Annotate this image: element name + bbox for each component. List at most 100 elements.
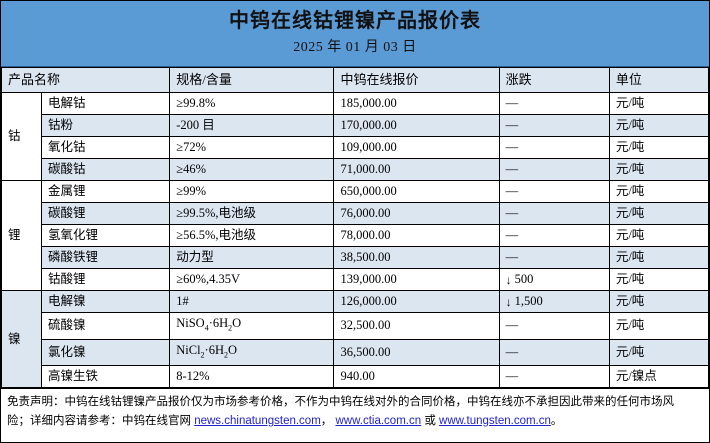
cell-spec: ≥56.5%,电池级 xyxy=(169,224,335,247)
disclaimer-sep-1: ， xyxy=(320,414,333,427)
change-value: — xyxy=(505,250,519,264)
cell-unit: 元/镍点 xyxy=(608,365,709,388)
cell-product: 高镍生铁 xyxy=(41,365,171,388)
col-header-price: 中钨在线报价 xyxy=(333,67,500,93)
change-value: — xyxy=(505,118,519,132)
cell-change: — xyxy=(498,338,610,366)
cell-change: — xyxy=(498,312,610,340)
cell-unit: 元/吨 xyxy=(608,158,709,181)
cell-unit: 元/吨 xyxy=(608,290,709,313)
cell-product: 电解钴 xyxy=(41,92,171,115)
table-row: 碳酸钴 ≥46% 71,000.00 — 元/吨 xyxy=(2,158,709,181)
table-header-row: 产品名称 规格/含量 中钨在线报价 涨跌 单位 xyxy=(1,67,709,93)
cell-spec: 动力型 xyxy=(169,246,335,269)
cell-change: — xyxy=(498,136,610,159)
table-row: 镍电解镍 1# 126,000.00 ↓ 1,500 元/吨 xyxy=(1,290,709,388)
arrow-down-icon: ↓ xyxy=(505,295,512,309)
disclaimer-line-1: 免责声明：中钨在线钴锂镍产品报价仅为市场参考价格，不作为中钨在线对外的合同价格，… xyxy=(7,396,674,408)
change-value: 1,500 xyxy=(514,294,543,308)
disclaimer-suffix: 。 xyxy=(550,414,563,427)
cell-unit: 元/吨 xyxy=(608,114,709,137)
disclaimer-line-2-prefix: 险；详细内容请参考：中钨在线官网 xyxy=(7,414,191,427)
col-header-unit: 单位 xyxy=(608,67,709,93)
col-header-spec: 规格/含量 xyxy=(169,67,335,93)
cell-spec: NiSO4·6H2O xyxy=(169,312,335,340)
table-row: 锂金属锂 ≥99% 650,000.00 — 元/吨 xyxy=(1,180,709,291)
cell-change: — xyxy=(498,158,610,181)
cell-spec: 8-12% xyxy=(169,365,335,388)
cell-price: 185,000.00 xyxy=(333,92,500,115)
cell-unit: 元/吨 xyxy=(608,224,709,247)
cell-spec: 1# xyxy=(169,290,335,313)
cell-spec: ≥99.8% xyxy=(169,92,335,115)
cell-product: 金属锂 xyxy=(41,180,171,203)
arrow-down-icon: ↓ xyxy=(505,273,512,287)
cell-price: 38,500.00 xyxy=(333,246,500,269)
cell-price: 109,000.00 xyxy=(333,136,500,159)
change-value: — xyxy=(505,369,519,383)
table-row: 钴酸锂 ≥60%,4.35V 139,000.00 ↓ 500 元/吨 xyxy=(2,268,709,291)
cell-spec: ≥72% xyxy=(169,136,335,159)
disclaimer: 免责声明：中钨在线钴锂镍产品报价仅为市场参考价格，不作为中钨在线对外的合同价格，… xyxy=(1,388,709,434)
cell-spec: ≥60%,4.35V xyxy=(169,268,335,291)
cell-price: 650,000.00 xyxy=(333,180,500,203)
change-value: — xyxy=(505,184,519,198)
cell-spec: ≥99% xyxy=(169,180,335,203)
link-news-chinatungsten[interactable]: news.chinatungsten.com xyxy=(194,414,321,427)
cell-price: 76,000.00 xyxy=(333,202,500,225)
table-row: 磷酸铁锂 动力型 38,500.00 — 元/吨 xyxy=(2,246,709,269)
table-row: 钴电解钴 ≥99.8% 185,000.00 — 元/吨 xyxy=(1,92,709,181)
col-header-change: 涨跌 xyxy=(498,67,610,93)
table-row: 碳酸锂 ≥99.5%,电池级 76,000.00 — 元/吨 xyxy=(2,202,709,225)
cell-spec: ≥46% xyxy=(169,158,335,181)
quote-date: 2025 年 01 月 03 日 xyxy=(293,40,417,55)
cell-change: — xyxy=(498,114,610,137)
table-row: 硫酸镍 NiSO4·6H2O 32,500.00 — 元/吨 xyxy=(2,312,709,340)
cell-price: 126,000.00 xyxy=(333,290,500,313)
group-label-2: 镍 xyxy=(1,290,43,388)
cell-price: 71,000.00 xyxy=(333,158,500,181)
link-tungsten[interactable]: www.tungsten.com.cn xyxy=(439,414,551,427)
link-ctia[interactable]: www.ctia.com.cn xyxy=(335,414,422,427)
cell-unit: 元/吨 xyxy=(608,180,709,203)
change-value: — xyxy=(505,318,519,333)
cell-price: 36,500.00 xyxy=(333,338,500,366)
table-head: 产品名称 规格/含量 中钨在线报价 涨跌 单位 xyxy=(1,67,709,93)
change-value: — xyxy=(505,140,519,154)
cell-product: 碳酸钴 xyxy=(41,158,171,181)
change-value: 500 xyxy=(514,272,534,286)
cell-change: — xyxy=(498,365,610,388)
cell-change: — xyxy=(498,92,610,115)
table-body: 钴电解钴 ≥99.8% 185,000.00— 元/吨 钴粉 -200 目 170,000.… xyxy=(1,92,709,388)
cell-product: 氧化钴 xyxy=(41,136,171,159)
table-row: 氯化镍 NiCl2·6H2O 36,500.00 — 元/吨 xyxy=(2,338,709,366)
cell-product: 氢氧化锂 xyxy=(41,224,171,247)
cell-price: 32,500.00 xyxy=(333,312,500,340)
cell-price: 78,000.00 xyxy=(333,224,500,247)
cell-spec: ≥99.5%,电池级 xyxy=(169,202,335,225)
disclaimer-sep-2: 或 xyxy=(424,414,436,427)
cell-price: 170,000.00 xyxy=(333,114,500,137)
table-row: 钴粉 -200 目 170,000.00 — 元/吨 xyxy=(2,114,709,137)
cell-spec: NiCl2·6H2O xyxy=(169,338,335,366)
cell-product: 碳酸锂 xyxy=(41,202,171,225)
cell-product: 硫酸镍 xyxy=(41,312,171,340)
cell-unit: 元/吨 xyxy=(608,268,709,291)
cell-product: 磷酸铁锂 xyxy=(41,246,171,269)
group-label-1: 锂 xyxy=(1,180,43,291)
cell-unit: 元/吨 xyxy=(608,312,709,340)
change-value: — xyxy=(505,96,519,110)
cell-change: — xyxy=(498,224,610,247)
col-header-product: 产品名称 xyxy=(1,67,171,93)
table-row: 高镍生铁 8-12% 940.00 — 元/镍点 xyxy=(2,365,709,388)
table-row: 氢氧化锂 ≥56.5%,电池级 78,000.00 — 元/吨 xyxy=(2,224,709,247)
cell-change: ↓ 1,500 xyxy=(498,290,610,313)
cell-price: 139,000.00 xyxy=(333,268,500,291)
cell-spec: -200 目 xyxy=(169,114,335,137)
change-value: — xyxy=(505,228,519,242)
title-banner: 中钨在线钴锂镍产品报价表 2025 年 01 月 03 日 xyxy=(1,1,709,67)
change-value: — xyxy=(505,162,519,176)
cell-change: — xyxy=(498,246,610,269)
cell-unit: 元/吨 xyxy=(608,92,709,115)
